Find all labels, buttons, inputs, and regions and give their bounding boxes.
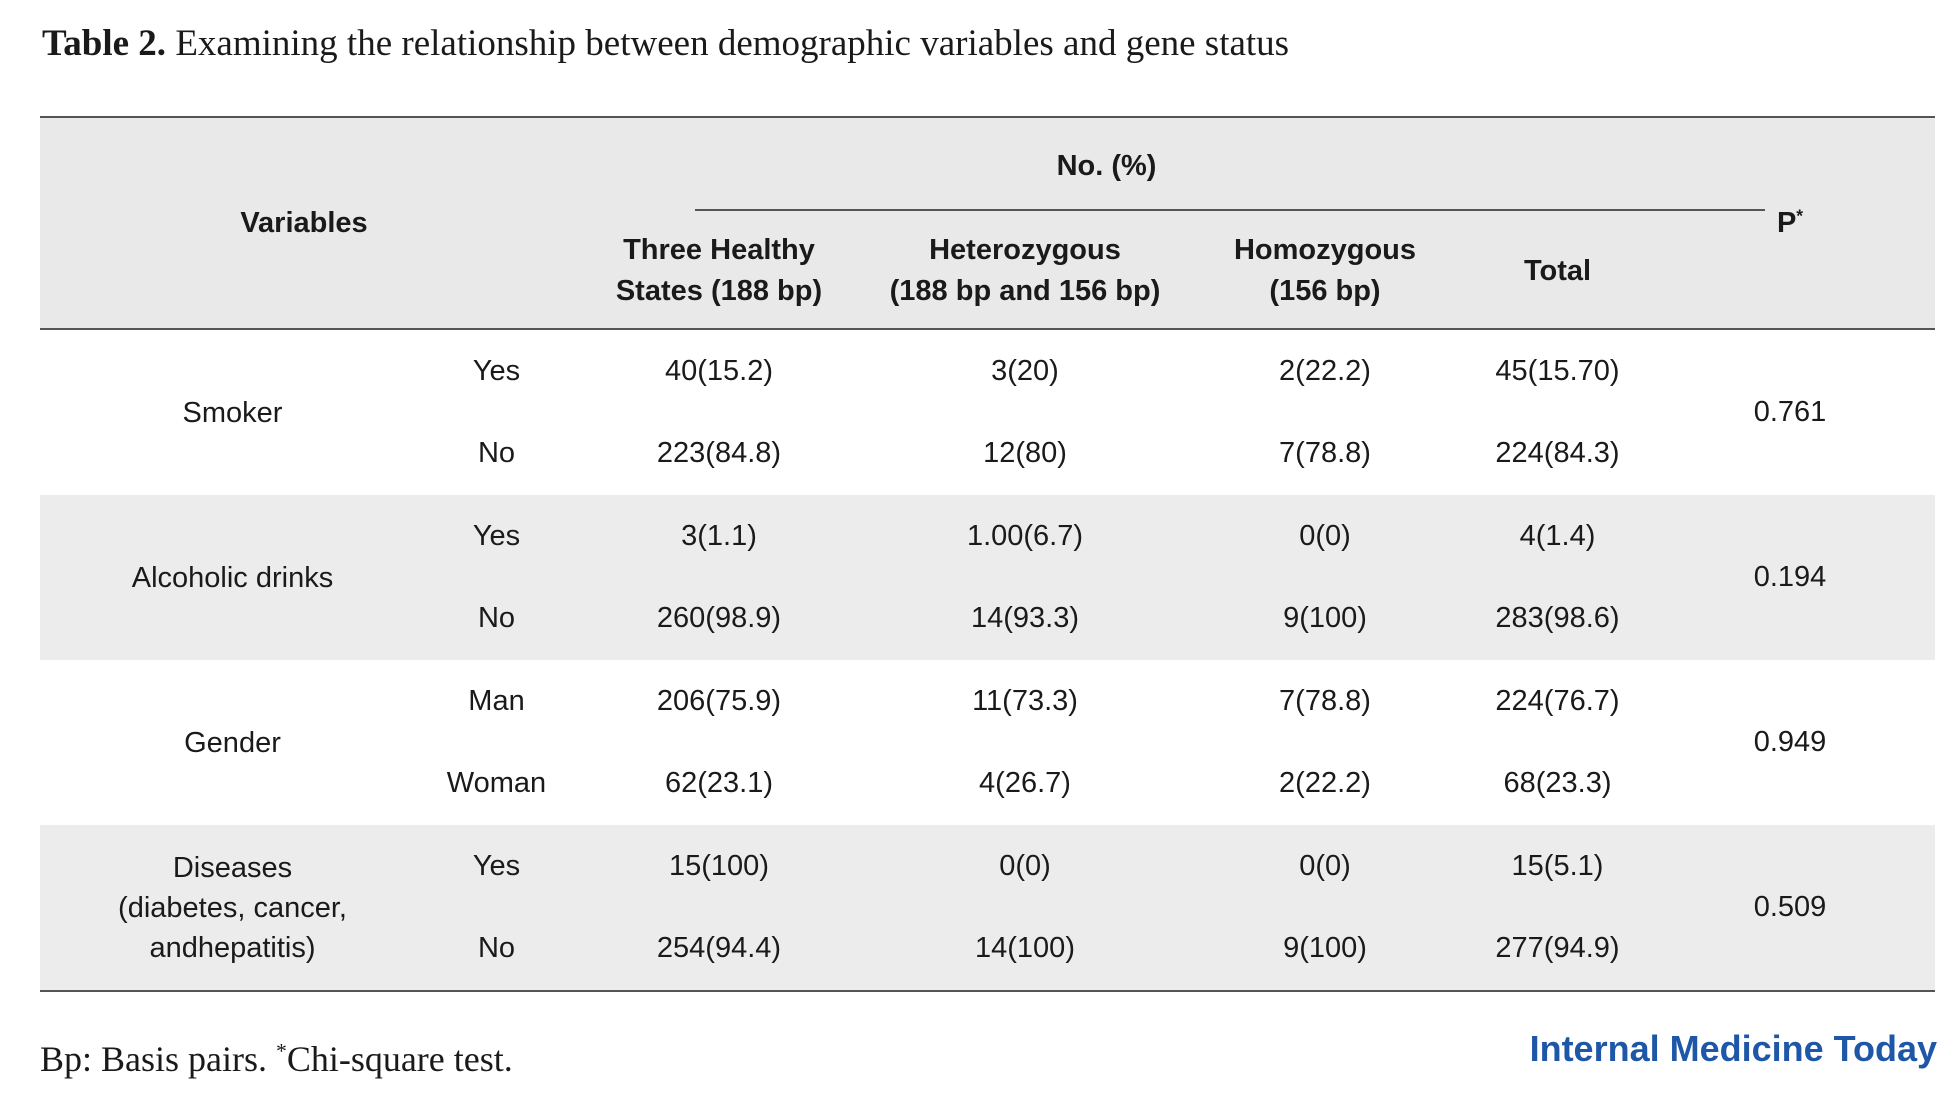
header-p: P* [1645, 117, 1935, 330]
header-col-healthy: Three Healthy States (188 bp) [568, 214, 870, 330]
table-row: Smoker Yes 40(15.2) 3(20) 2(22.2) 45(15.… [40, 329, 1935, 495]
data-table: Variables No. (%) P* Three Healthy States… [40, 116, 1935, 992]
value-cell: 4(26.7) [870, 742, 1180, 825]
value-cell: 0(0) [870, 825, 1180, 908]
total-cell: 224(76.7) [1470, 660, 1645, 743]
value-cell: 11(73.3) [870, 660, 1180, 743]
value-cell: 0(0) [1180, 825, 1470, 908]
header-group: No. (%) [1056, 149, 1157, 182]
level-cell: Yes [425, 329, 568, 413]
variable-cell: Diseases (diabetes, cancer, andhepatitis) [40, 825, 425, 992]
p-value-cell: 0.194 [1645, 495, 1935, 660]
header-col-heterozygous-line1: Heterozygous [929, 234, 1121, 266]
total-cell: 45(15.70) [1470, 329, 1645, 413]
table-row: No 223(84.8) 12(80) 7(78.8) 224(84.3) [40, 412, 1935, 495]
table-caption: Table 2. Examining the relationship betw… [42, 20, 1289, 68]
caption-text: Examining the relationship between demog… [166, 23, 1290, 64]
value-cell: 2(22.2) [1180, 742, 1470, 825]
variable-subtitle: (diabetes, cancer, andhepatitis) [118, 891, 347, 964]
value-cell: 3(20) [870, 329, 1180, 413]
variable-cell: Smoker [40, 329, 425, 495]
p-value-cell: 0.509 [1645, 825, 1935, 992]
value-cell: 12(80) [870, 412, 1180, 495]
value-cell: 14(100) [870, 907, 1180, 992]
total-cell: 224(84.3) [1470, 412, 1645, 495]
header-col-homozygous: Homozygous (156 bp) [1180, 214, 1470, 330]
header-col-healthy-line2: States (188 bp) [615, 275, 823, 307]
p-value-cell: 0.949 [1645, 660, 1935, 825]
value-cell: 40(15.2) [568, 329, 870, 413]
level-cell: Yes [425, 825, 568, 908]
value-cell: 7(78.8) [1180, 412, 1470, 495]
variable-name: Diseases [172, 851, 293, 884]
total-cell: 68(23.3) [1470, 742, 1645, 825]
level-cell: No [425, 577, 568, 660]
table-row: Diseases (diabetes, cancer, andhepatitis)… [40, 825, 1935, 992]
header-col-total: Total [1470, 214, 1645, 330]
value-cell: 2(22.2) [1180, 329, 1470, 413]
table-footnote: Bp: Basis pairs. *Chi-square test. [40, 1036, 513, 1082]
footnote-abbrev: Bp: Basis pairs. [40, 1039, 277, 1079]
value-cell: 223(84.8) [568, 412, 870, 495]
table-row: Woman 62(23.1) 4(26.7) 2(22.2) 68(23.3) [40, 742, 1935, 825]
footnote-test: Chi-square test. [286, 1039, 513, 1079]
total-cell: 15(5.1) [1470, 825, 1645, 908]
table-header: Variables No. (%) P* Three Healthy States… [40, 117, 1935, 330]
value-cell: 7(78.8) [1180, 660, 1470, 743]
header-p-label: P [1776, 206, 1797, 239]
header-col-heterozygous-line2: (188 bp and 156 bp) [889, 275, 1161, 307]
value-cell: 206(75.9) [568, 660, 870, 743]
value-cell: 9(100) [1180, 907, 1470, 992]
level-cell: No [425, 412, 568, 495]
value-cell: 1.00(6.7) [870, 495, 1180, 578]
p-value-cell: 0.761 [1645, 329, 1935, 495]
value-cell: 15(100) [568, 825, 870, 908]
total-cell: 277(94.9) [1470, 907, 1645, 992]
journal-logo: Internal Medicine Today [1529, 1028, 1937, 1069]
table-row: Gender Man 206(75.9) 11(73.3) 7(78.8) 22… [40, 660, 1935, 825]
level-cell: No [425, 907, 568, 992]
group-header-rule [695, 209, 1765, 211]
total-cell: 4(1.4) [1470, 495, 1645, 578]
value-cell: 3(1.1) [568, 495, 870, 578]
level-cell: Yes [425, 495, 568, 578]
header-col-homozygous-line2: (156 bp) [1269, 275, 1381, 307]
footnote-sup: * [276, 1039, 287, 1063]
value-cell: 62(23.1) [568, 742, 870, 825]
level-cell: Woman [425, 742, 568, 825]
value-cell: 254(94.4) [568, 907, 870, 992]
value-cell: 9(100) [1180, 577, 1470, 660]
header-col-homozygous-line1: Homozygous [1233, 234, 1417, 266]
header-variables: Variables [40, 117, 568, 330]
header-p-sup: * [1796, 204, 1804, 225]
variable-cell: Alcoholic drinks [40, 495, 425, 660]
variable-name: Smoker [182, 396, 283, 429]
total-cell: 283(98.6) [1470, 577, 1645, 660]
table-body: Smoker Yes 40(15.2) 3(20) 2(22.2) 45(15.… [40, 329, 1935, 992]
table-row: No 260(98.9) 14(93.3) 9(100) 283(98.6) [40, 577, 1935, 660]
level-cell: Man [425, 660, 568, 743]
table-row: No 254(94.4) 14(100) 9(100) 277(94.9) [40, 907, 1935, 992]
value-cell: 260(98.9) [568, 577, 870, 660]
variable-name: Alcoholic drinks [131, 561, 334, 594]
value-cell: 0(0) [1180, 495, 1470, 578]
value-cell: 14(93.3) [870, 577, 1180, 660]
table-row: Alcoholic drinks Yes 3(1.1) 1.00(6.7) 0(… [40, 495, 1935, 660]
caption-label: Table 2. [42, 23, 167, 64]
variable-cell: Gender [40, 660, 425, 825]
header-col-heterozygous: Heterozygous (188 bp and 156 bp) [870, 214, 1180, 330]
header-col-healthy-line1: Three Healthy [623, 234, 815, 266]
variable-name: Gender [184, 726, 281, 759]
